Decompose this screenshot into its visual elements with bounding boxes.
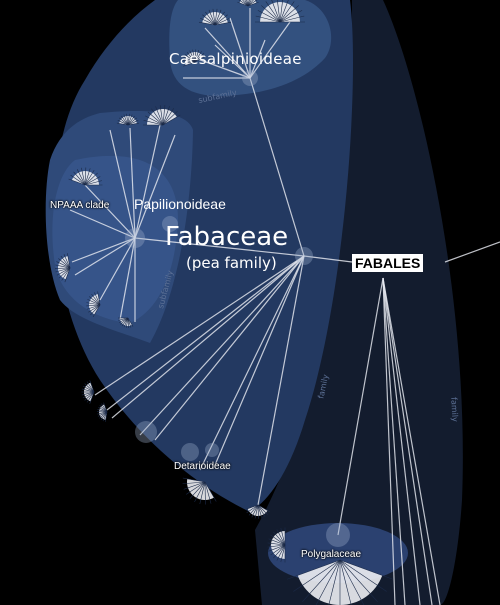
npaaa-fan-3 — [86, 291, 101, 318]
papilionoideae-branch — [134, 237, 305, 257]
fabales-order-label[interactable]: FABALES — [352, 254, 424, 272]
polygalaceae-region[interactable] — [268, 523, 408, 583]
tree-branch — [249, 21, 291, 79]
fabaceae-lineage-branch — [111, 255, 305, 419]
detarioideae-node — [181, 443, 199, 461]
order-lineage-branch — [382, 277, 433, 605]
tree-branch — [71, 237, 136, 263]
caesalpinioideae-node — [242, 70, 258, 86]
tree-branch — [194, 57, 251, 79]
detarioideae-inner-node — [205, 443, 219, 457]
tree-branch — [134, 134, 176, 239]
papilionoideae-inner-node — [162, 216, 178, 232]
fabaceae-to-order-branch — [303, 255, 353, 263]
tree-branch — [229, 17, 251, 79]
papilionoideae-node — [125, 228, 145, 248]
fabaceae-lineage-branch — [154, 255, 305, 441]
tree-branch — [69, 209, 136, 239]
tree-nodes — [125, 70, 350, 547]
tree-branch — [74, 237, 136, 276]
family-common-name: (pea family) — [186, 254, 277, 272]
order-lineage-branch — [382, 277, 441, 605]
tree-branch — [129, 127, 136, 239]
caesalpinioideae-fan-3 — [182, 49, 206, 67]
lineage-node — [135, 421, 157, 443]
order-rank-label: family — [449, 396, 460, 423]
family-name-label[interactable]: Fabaceae — [165, 222, 289, 252]
fabaceae-node — [295, 247, 313, 265]
fabaceae-lineage-branch — [94, 255, 305, 396]
npaaa-clade-label[interactable]: NPAAA clade — [50, 200, 110, 211]
tree-branch — [249, 39, 266, 79]
tree-branch — [84, 184, 136, 239]
tree-links — [69, 8, 500, 605]
order-lineage-branch — [382, 277, 396, 605]
tree-branch — [99, 237, 136, 301]
papilionoideae-fan-1 — [143, 105, 181, 126]
polygalaceae-fan-1 — [267, 527, 286, 563]
order-region — [255, 0, 463, 605]
lineage-fan-3 — [244, 504, 271, 519]
fabaceae-lineage-branch — [199, 255, 305, 471]
lineage-fan-1 — [81, 380, 95, 404]
polygalaceae-node — [326, 523, 350, 547]
caesalpinioideae-fan-2 — [198, 8, 232, 26]
npaaa-fan-1 — [68, 167, 103, 186]
polygalaceae-fan-2 — [287, 559, 393, 605]
tree-branch — [204, 27, 251, 79]
order-lineage-branch — [382, 277, 421, 605]
detarioideae-label[interactable]: Detarioideae — [174, 461, 231, 472]
npaaa-fan-2 — [54, 253, 71, 283]
npaaa-fan-4 — [118, 317, 134, 329]
papilionoideae-fan-2 — [116, 113, 140, 126]
caesalpinioideae-label[interactable]: Caesalpinioideae — [169, 50, 302, 68]
polygalaceae-label[interactable]: Polygalaceae — [301, 549, 362, 560]
fabaceae-lineage-branch — [106, 255, 305, 411]
fabaceae-lineage-branch — [257, 255, 305, 506]
tree-branch — [214, 44, 251, 79]
caesalpinioideae-fan-1 — [255, 0, 305, 23]
fabaceae-lineage-branch — [139, 255, 305, 436]
lineage-fan-2 — [96, 402, 108, 422]
papilionoideae-label[interactable]: Papilionoideae — [134, 196, 226, 212]
tree-branch — [119, 237, 136, 321]
caesalpinioideae-fan-4 — [237, 0, 259, 7]
order-lineage-branch — [382, 277, 406, 605]
fabaceae-lineage-branch — [214, 255, 305, 466]
polygalaceae-branch — [337, 277, 384, 536]
tree-branch — [109, 129, 136, 239]
tree-branch — [134, 124, 161, 239]
order-to-parent-branch — [444, 241, 500, 263]
caesalpinioideae-branch — [249, 77, 305, 257]
leaf-fans — [54, 0, 393, 605]
npaaa-region[interactable] — [52, 155, 178, 323]
detarioideae-fan — [182, 477, 217, 505]
